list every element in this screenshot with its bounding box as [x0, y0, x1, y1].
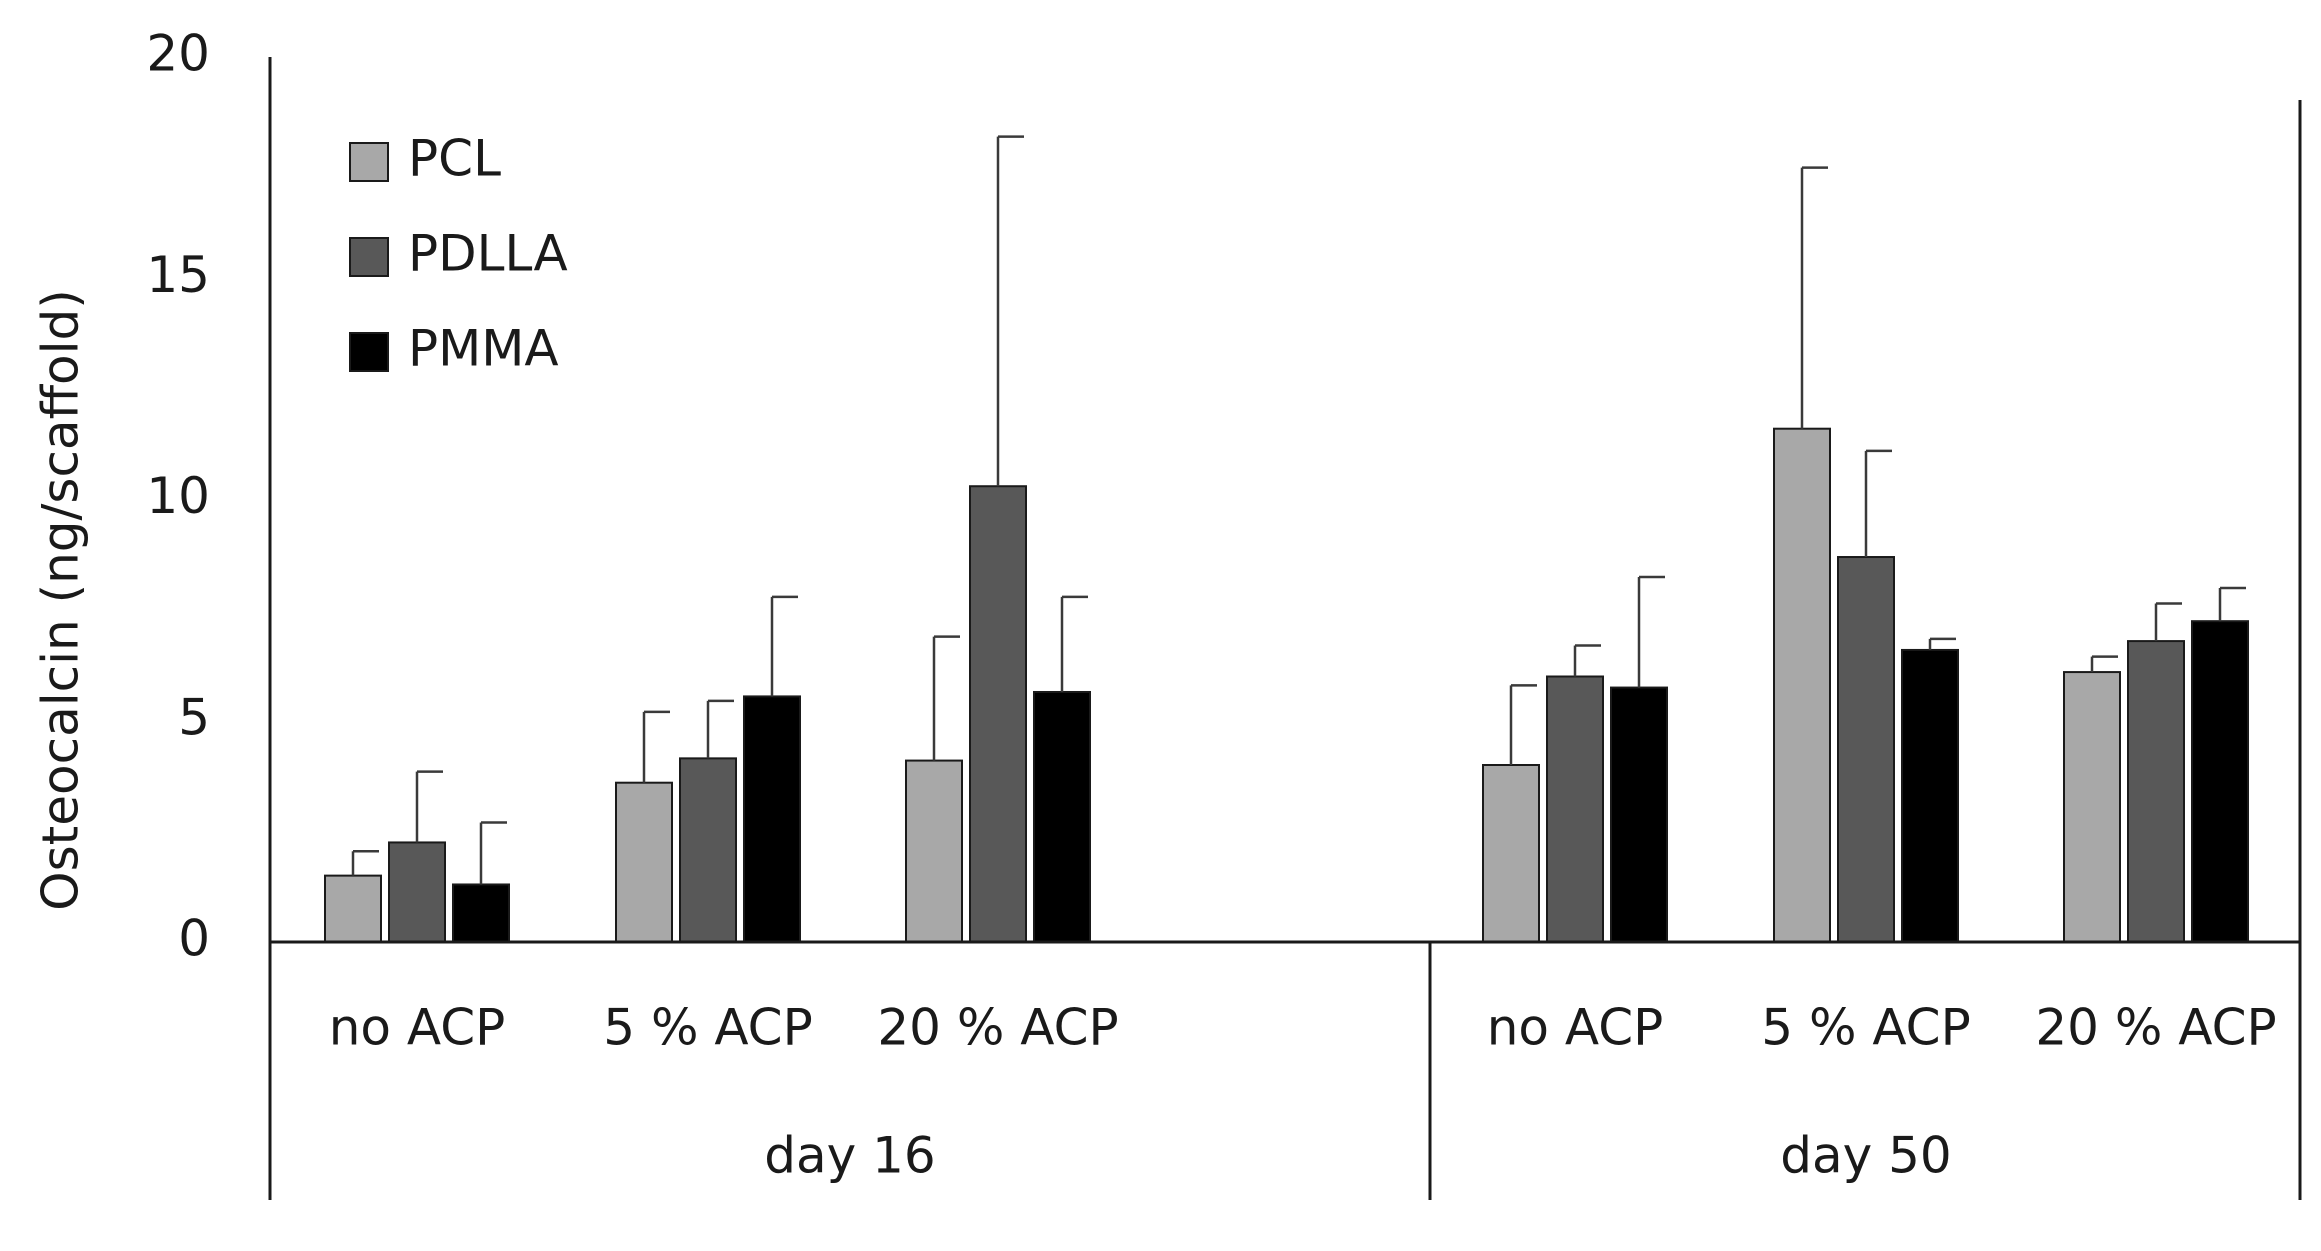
bar-pcl: [1773, 427, 1831, 943]
bar-pdlla: [1546, 675, 1604, 943]
bar-pmma: [1033, 690, 1091, 943]
bar-pcl: [905, 759, 963, 944]
bar-pdlla: [2127, 640, 2185, 943]
group-label: day 50: [1780, 1127, 1951, 1185]
y-tick-label: 0: [178, 910, 210, 968]
legend-swatch-pdlla: [349, 237, 389, 277]
legend-label-pmma: PMMA: [408, 320, 559, 378]
legend-swatch-pmma: [349, 332, 389, 372]
bar-pmma: [2191, 620, 2249, 943]
bar-pmma: [743, 695, 801, 943]
category-label: 5 % ACP: [1761, 999, 1971, 1057]
category-label: no ACP: [1487, 999, 1664, 1057]
category-label: no ACP: [329, 999, 506, 1057]
bar-pcl: [2063, 671, 2121, 943]
bar-pmma: [452, 883, 510, 943]
y-tick-label: 20: [146, 25, 210, 83]
bar-pcl: [324, 874, 382, 943]
group-label: day 16: [764, 1127, 935, 1185]
bar-pdlla: [1837, 556, 1895, 944]
category-label: 20 % ACP: [2035, 999, 2276, 1057]
y-tick-label: 10: [146, 467, 210, 525]
bar-pcl: [615, 781, 673, 944]
category-label: 20 % ACP: [877, 999, 1118, 1057]
y-tick-label: 15: [146, 246, 210, 304]
legend-label-pdlla: PDLLA: [408, 225, 568, 283]
legend-swatch-pcl: [349, 142, 389, 182]
legend-label-pcl: PCL: [408, 130, 501, 188]
bar-pdlla: [388, 841, 446, 943]
y-tick-label: 5: [178, 688, 210, 746]
bar-pdlla: [679, 757, 737, 943]
bar-pdlla: [969, 485, 1027, 943]
bar-pmma: [1610, 686, 1668, 943]
bar-pmma: [1901, 648, 1959, 943]
y-axis-label: Osteocalcin (ng/scaffold): [32, 289, 90, 910]
bar-pcl: [1482, 764, 1540, 943]
category-label: 5 % ACP: [603, 999, 813, 1057]
